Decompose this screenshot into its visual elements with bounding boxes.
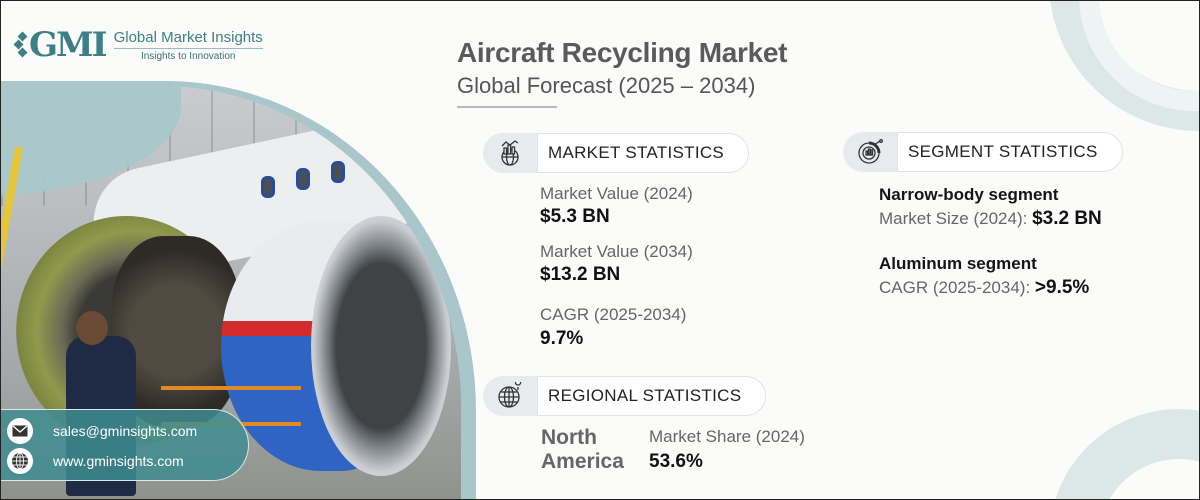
region-name-line2: America	[541, 450, 624, 473]
brand-tagline: Insights to Innovation	[140, 50, 236, 62]
aluminum-cagr-value: >9.5%	[1034, 277, 1090, 298]
market-value-2024: $5.3 BN	[540, 206, 610, 227]
logo-mark: GMI	[13, 25, 108, 65]
contact-website[interactable]: www.gminsights.com	[7, 446, 248, 476]
gmi-logo: GMI Global Market Insights Insights to I…	[13, 25, 263, 65]
globe-chart-icon	[483, 133, 537, 173]
website-link[interactable]: www.gminsights.com	[53, 453, 184, 469]
globe-icon	[7, 448, 33, 474]
contact-box: sales@gminsights.com www.gminsights.com	[1, 409, 249, 481]
logo-mark-text: GMI	[29, 25, 108, 65]
region-name-line1: North	[541, 426, 597, 449]
region-name: North America	[541, 426, 624, 474]
narrow-body-market-size: Market Size (2024): $3.2 BN	[879, 208, 1102, 230]
regional-statistics-header: REGIONAL STATISTICS	[483, 376, 767, 416]
aluminum-cagr-label: CAGR (2025-2034):	[879, 278, 1031, 297]
email-link[interactable]: sales@gminsights.com	[53, 423, 198, 439]
title-divider	[457, 106, 557, 108]
market-value-2034: $13.2 BN	[540, 264, 621, 285]
market-value-2024-label: Market Value (2024)	[540, 184, 693, 203]
narrow-body-market-size-label: Market Size (2024):	[879, 209, 1028, 228]
segment-statistics-title: SEGMENT STATISTICS	[897, 132, 1123, 172]
aluminum-segment-title: Aluminum segment	[879, 254, 1037, 273]
market-value-2034-label: Market Value (2034)	[540, 242, 693, 261]
contact-email[interactable]: sales@gminsights.com	[7, 416, 248, 446]
donut-chart-icon	[843, 132, 897, 172]
cagr-label: CAGR (2025-2034)	[540, 305, 687, 324]
regional-statistics-title: REGIONAL STATISTICS	[537, 376, 767, 416]
globe-pin-icon	[483, 376, 537, 416]
market-share-value: 53.6%	[649, 451, 703, 472]
market-share-label: Market Share (2024)	[649, 427, 805, 446]
decorative-arc-bottom	[1049, 409, 1199, 499]
narrow-body-segment-title: Narrow-body segment	[879, 185, 1059, 204]
aluminum-cagr: CAGR (2025-2034): >9.5%	[879, 277, 1089, 299]
decorative-arc-top-inner	[1079, 1, 1199, 111]
brand-name: Global Market Insights	[113, 29, 263, 49]
segment-statistics-header: SEGMENT STATISTICS	[843, 132, 1123, 172]
page-subtitle: Global Forecast (2025 – 2034)	[457, 73, 756, 98]
cagr-value: 9.7%	[540, 328, 584, 349]
logo-diamonds-icon	[13, 31, 28, 58]
page-title: Aircraft Recycling Market	[457, 37, 788, 68]
envelope-icon	[7, 418, 33, 444]
market-statistics-header: MARKET STATISTICS	[483, 133, 750, 173]
market-statistics-title: MARKET STATISTICS	[537, 133, 750, 173]
narrow-body-market-size-value: $3.2 BN	[1032, 208, 1102, 229]
